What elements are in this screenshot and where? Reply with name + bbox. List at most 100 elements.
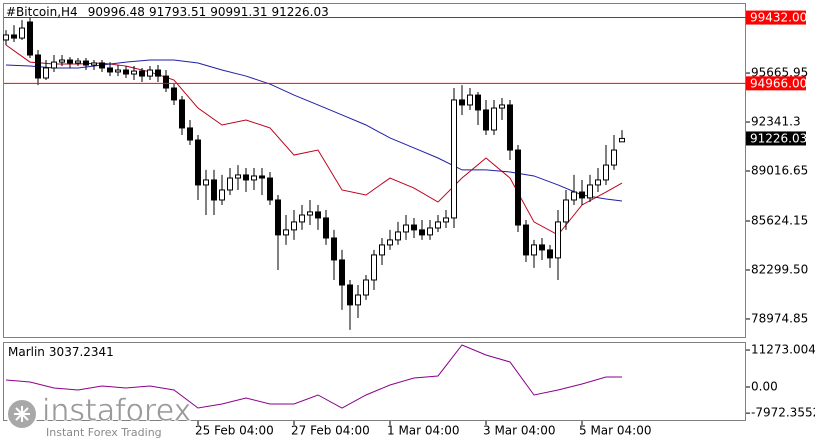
candle-body bbox=[107, 67, 113, 73]
candle-body bbox=[91, 62, 97, 66]
candle-body bbox=[147, 69, 153, 77]
candle-body bbox=[595, 179, 601, 186]
level-label-box bbox=[746, 76, 806, 91]
indicator-line bbox=[5, 344, 623, 409]
y-tick-label: 11273.0044 bbox=[751, 343, 815, 357]
candle-body bbox=[339, 259, 345, 286]
candle-body bbox=[203, 179, 209, 186]
candle-body bbox=[299, 214, 305, 223]
header: #Bitcoin,H4 90996.48 91793.51 90991.31 91226… bbox=[6, 5, 329, 19]
ohlc-value: 90991.31 bbox=[210, 5, 267, 19]
candle-body bbox=[499, 104, 505, 109]
candle-body bbox=[563, 199, 569, 223]
candle-body bbox=[259, 175, 265, 179]
candle-body bbox=[619, 137, 625, 143]
candle-body bbox=[411, 224, 417, 231]
candle-body bbox=[11, 34, 17, 39]
indicator-name: Marlin bbox=[8, 345, 45, 359]
candle-body bbox=[347, 284, 353, 306]
candle-body bbox=[387, 239, 393, 246]
candle-body bbox=[155, 69, 161, 77]
ohlc-value: 91226.03 bbox=[271, 5, 328, 19]
candle-body bbox=[139, 70, 145, 77]
candle-body bbox=[539, 244, 545, 251]
candle-body bbox=[603, 164, 609, 181]
candle-body bbox=[67, 59, 73, 64]
candle-body bbox=[459, 99, 465, 106]
candle-body bbox=[83, 60, 89, 66]
watermark-brand: instaforex bbox=[42, 394, 191, 429]
candle-body bbox=[195, 139, 201, 186]
y-tick-label: 78974.85 bbox=[751, 311, 808, 325]
candle-body bbox=[571, 191, 577, 201]
candle-body bbox=[59, 59, 65, 63]
indicator-label: Marlin 3037.2341 bbox=[8, 345, 114, 359]
y-tick-label: 95665.95 bbox=[751, 66, 808, 80]
candle-body bbox=[443, 217, 449, 223]
candle-body bbox=[515, 149, 521, 226]
indicator-value: 3037.2341 bbox=[49, 345, 114, 359]
candle-body bbox=[43, 67, 49, 79]
candle-body bbox=[243, 174, 249, 181]
candle-body bbox=[403, 224, 409, 233]
candle-body bbox=[99, 62, 105, 69]
watermark-logo-mark bbox=[14, 406, 30, 422]
x-tick-label: 25 Feb 04:00 bbox=[195, 424, 274, 438]
candle-body bbox=[555, 221, 561, 259]
level-label: 94966.00 bbox=[750, 76, 807, 90]
symbol: #Bitcoin,H4 bbox=[6, 5, 78, 19]
plot: 95665.95 92341.3 89016.65 85624.15 82299.50 7… bbox=[3, 10, 815, 438]
candle-body bbox=[251, 175, 257, 181]
candle-body bbox=[123, 69, 129, 75]
candle-body bbox=[27, 21, 33, 56]
candle-body bbox=[579, 191, 585, 199]
indicator-panel bbox=[3, 342, 746, 421]
candle-body bbox=[547, 249, 553, 259]
y-tick-label: 82299.50 bbox=[751, 262, 808, 276]
candle-body bbox=[115, 69, 121, 73]
candle-body bbox=[531, 244, 537, 256]
candle-body bbox=[395, 231, 401, 241]
candle-body bbox=[611, 149, 617, 166]
candle-body bbox=[75, 60, 81, 64]
candle-body bbox=[267, 177, 273, 201]
candle-body bbox=[435, 221, 441, 229]
candle-body bbox=[3, 34, 9, 41]
candle-body bbox=[19, 27, 25, 39]
candle-body bbox=[283, 229, 289, 236]
watermark-tagline: Instant Forex Trading bbox=[46, 426, 162, 439]
candle-body bbox=[131, 70, 137, 75]
candle-body bbox=[211, 179, 217, 201]
candle-body bbox=[219, 189, 225, 201]
ohlc-value: 90996.48 bbox=[88, 5, 145, 19]
watermark: instaforex Instant Forex Trading bbox=[6, 393, 192, 439]
y-tick-label: 85624.15 bbox=[751, 213, 808, 227]
candle-body bbox=[331, 237, 337, 261]
candle-body bbox=[275, 199, 281, 236]
x-tick-label: 3 Mar 04:00 bbox=[483, 424, 556, 438]
candle-body bbox=[35, 54, 41, 79]
candle-body bbox=[315, 211, 321, 219]
level-label-box bbox=[746, 10, 806, 25]
candle-body bbox=[475, 94, 481, 111]
x-tick-label: 27 Feb 04:00 bbox=[291, 424, 370, 438]
candle-body bbox=[291, 221, 297, 231]
candle-body bbox=[187, 127, 193, 141]
candle-body bbox=[379, 244, 385, 256]
y-tick-label: -7972.3552 bbox=[751, 406, 815, 420]
candle-body bbox=[507, 104, 513, 151]
candle-body bbox=[307, 211, 313, 216]
candle-body bbox=[467, 94, 473, 106]
candle-body bbox=[171, 87, 177, 101]
candle-body bbox=[51, 61, 57, 69]
candle-body bbox=[483, 109, 489, 131]
candle-body bbox=[363, 279, 369, 296]
candle-body bbox=[587, 184, 593, 199]
y-tick-label: 89016.65 bbox=[751, 164, 808, 178]
x-tick-label: 1 Mar 04:00 bbox=[387, 424, 460, 438]
y-tick-label: 0.00 bbox=[751, 379, 778, 393]
candle-body bbox=[235, 174, 241, 179]
ohlc-value: 91793.51 bbox=[149, 5, 206, 19]
candle-body bbox=[227, 177, 233, 191]
